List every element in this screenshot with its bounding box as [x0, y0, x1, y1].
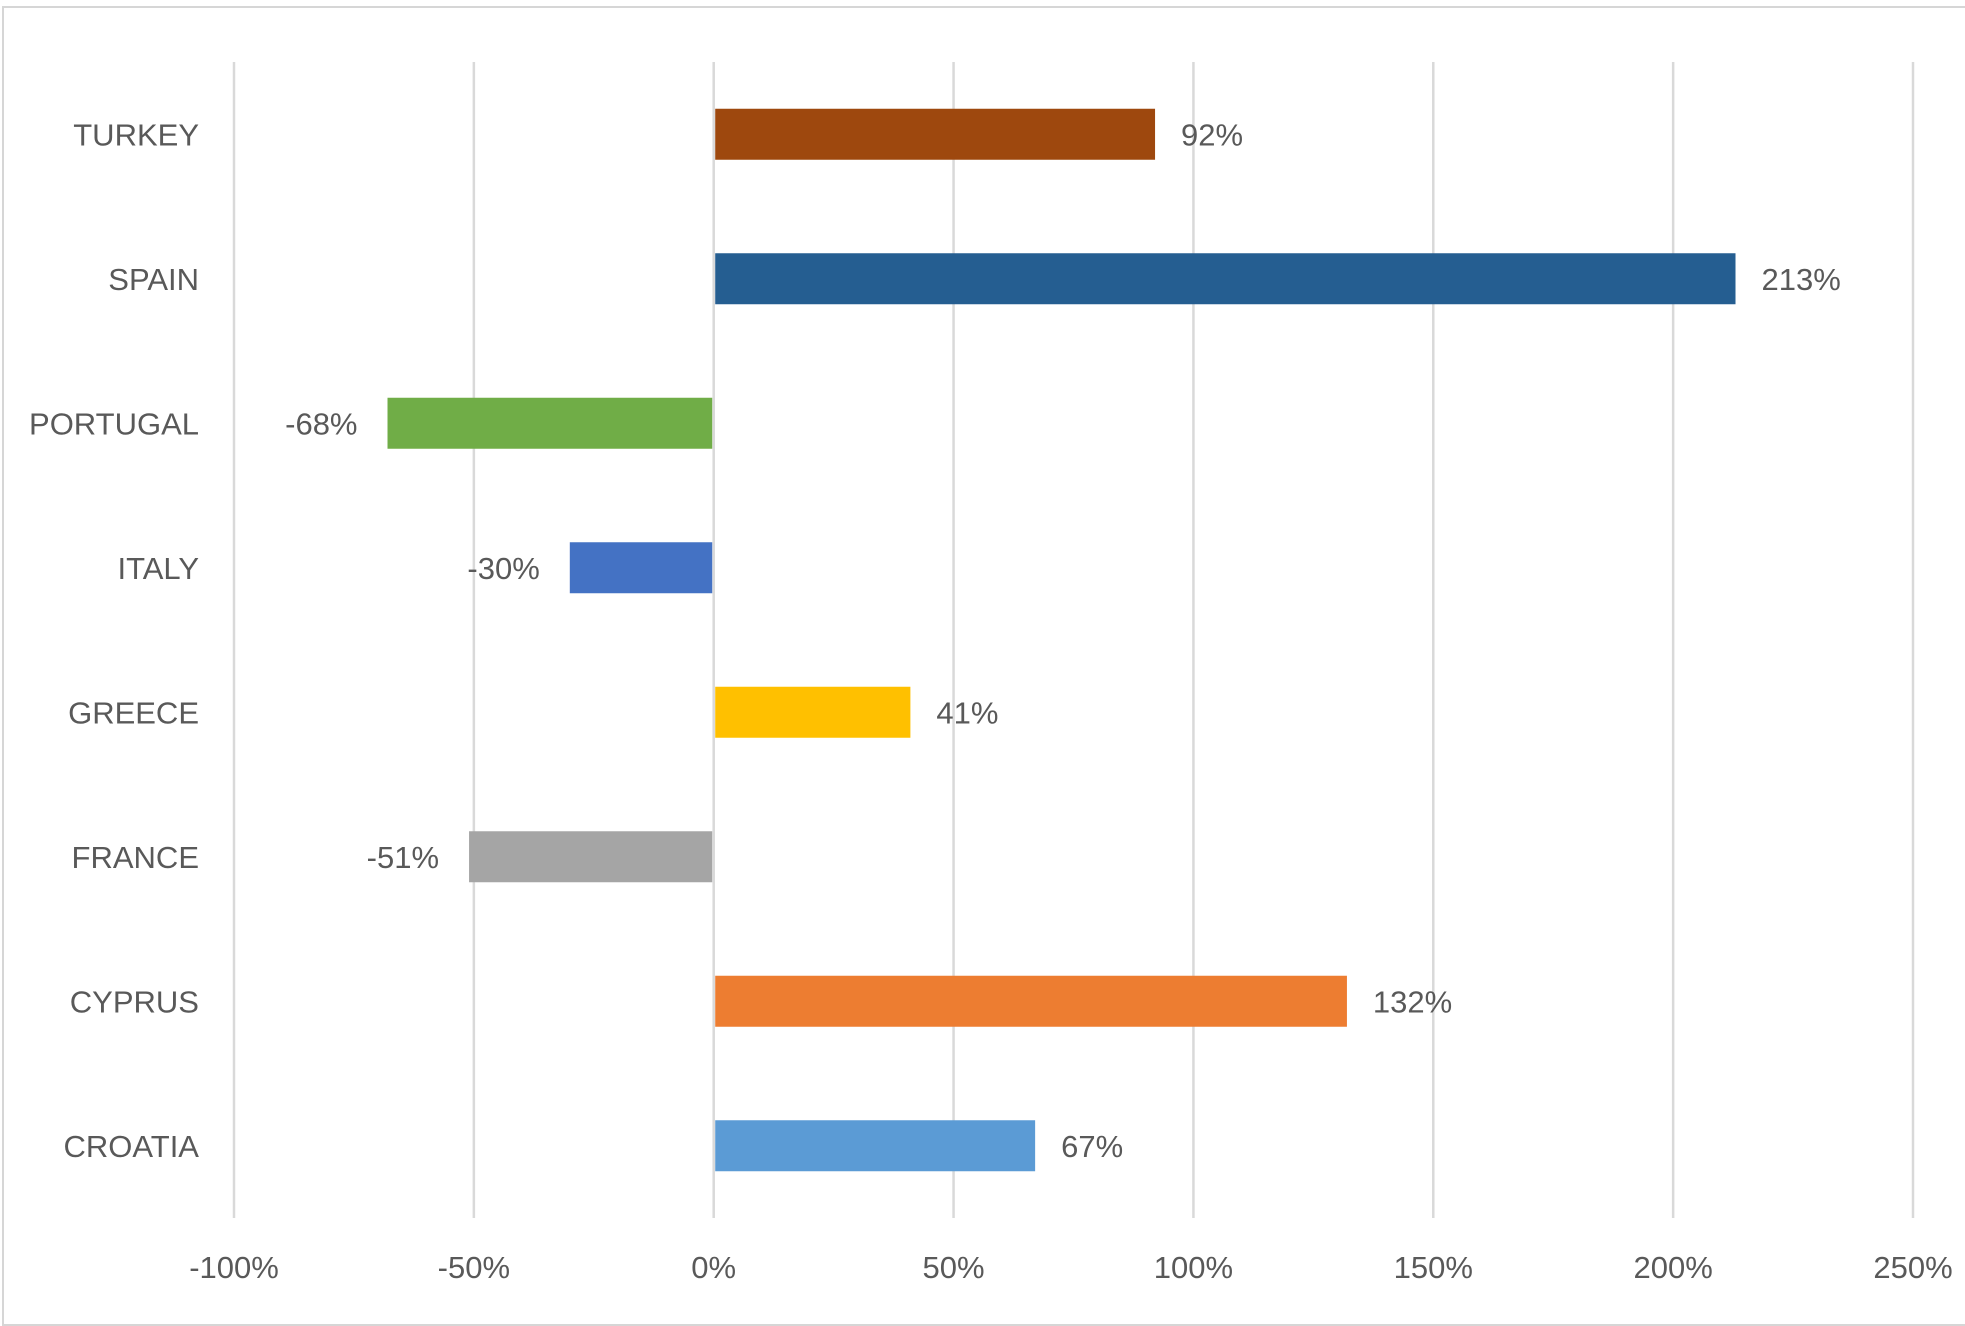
- x-tick-label: 0%: [691, 1250, 736, 1285]
- category-label-croatia: CROATIA: [64, 1129, 200, 1164]
- x-tick-label: 50%: [923, 1250, 985, 1285]
- bar-italy: [569, 542, 713, 594]
- x-tick-label: 150%: [1394, 1250, 1473, 1285]
- category-label-italy: ITALY: [117, 551, 199, 586]
- data-label-cyprus: 132%: [1373, 984, 1452, 1019]
- gridlines: [232, 62, 1915, 1218]
- x-tick-label: 250%: [1873, 1250, 1952, 1285]
- data-label-turkey: 92%: [1181, 117, 1243, 152]
- bars: [387, 108, 1736, 1172]
- category-label-turkey: TURKEY: [73, 117, 199, 152]
- data-label-croatia: 67%: [1061, 1129, 1123, 1164]
- bar-france: [469, 831, 713, 883]
- data-label-france: -51%: [367, 840, 439, 875]
- category-label-cyprus: CYPRUS: [70, 984, 199, 1019]
- bar-turkey: [715, 108, 1156, 160]
- data-label-greece: 41%: [936, 695, 998, 730]
- x-tick-label: -50%: [438, 1250, 510, 1285]
- bar-portugal: [387, 397, 713, 449]
- category-label-portugal: PORTUGAL: [29, 406, 199, 441]
- data-label-spain: 213%: [1762, 262, 1841, 297]
- category-label-spain: SPAIN: [108, 262, 199, 297]
- data-label-italy: -30%: [467, 551, 539, 586]
- bar-cyprus: [715, 975, 1347, 1027]
- bar-greece: [715, 686, 911, 738]
- x-tick-label: -100%: [189, 1250, 279, 1285]
- bar-croatia: [715, 1120, 1036, 1172]
- x-axis-tick-labels: -100% -50% 0% 50% 100% 150% 200% 250%: [189, 1250, 1952, 1285]
- bar-chart: 92% 213% -68% -30% 41% -51% 132% 67% TURKEY SPAI…: [29, 62, 1953, 1285]
- category-label-greece: GREECE: [68, 695, 199, 730]
- x-tick-label: 100%: [1154, 1250, 1233, 1285]
- data-labels: 92% 213% -68% -30% 41% -51% 132% 67%: [285, 117, 1841, 1164]
- category-label-france: FRANCE: [72, 840, 199, 875]
- x-tick-label: 200%: [1633, 1250, 1712, 1285]
- bar-spain: [715, 253, 1736, 305]
- data-label-portugal: -68%: [285, 406, 357, 441]
- category-labels: TURKEY SPAIN PORTUGAL ITALY GREECE FRANCE CYPR…: [29, 117, 199, 1164]
